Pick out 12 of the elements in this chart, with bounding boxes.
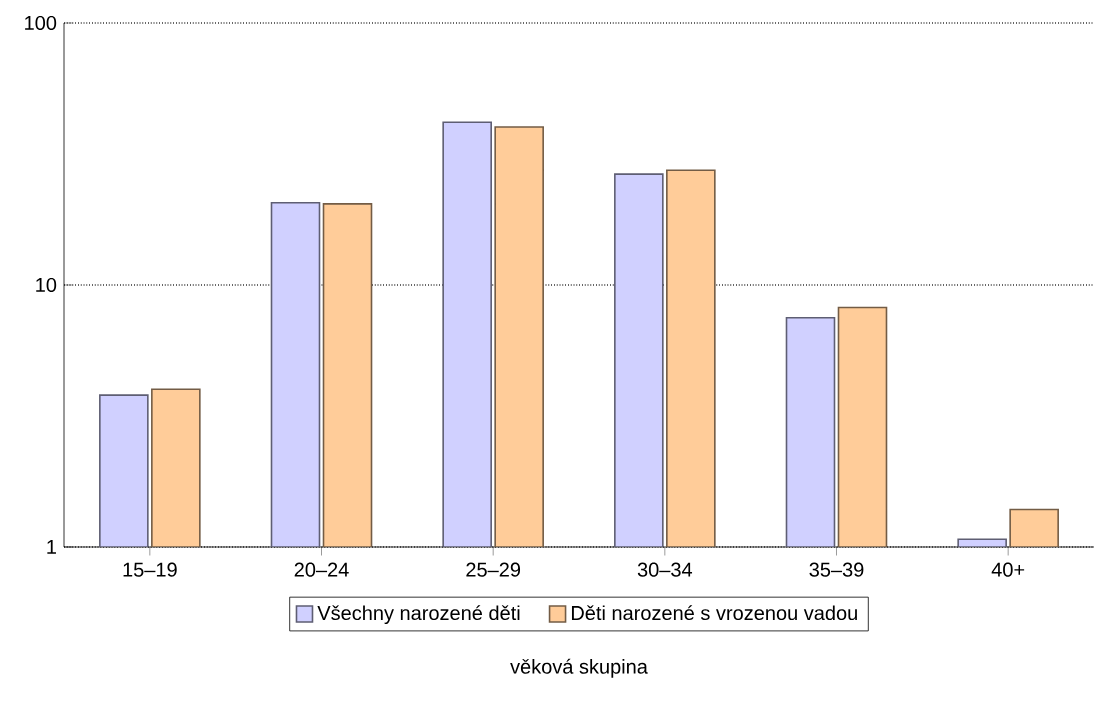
x-tick-label: 40+ — [991, 562, 1025, 577]
y-tick-label: 10 — [36, 277, 57, 293]
legend-label: Děti narozené s vrozenou vadou — [571, 605, 857, 621]
y-tick-label: 1 — [47, 540, 56, 554]
x-axis-title: věková skupina — [510, 658, 648, 678]
x-tick-label: 30–34 — [637, 562, 693, 577]
legend-label: Všechny narozené děti — [317, 605, 520, 625]
x-tick-label: 35–39 — [809, 562, 864, 577]
y-tick-label: 100 — [25, 15, 57, 31]
x-tick-label: 20–24 — [294, 562, 349, 577]
x-tick-label: 25–29 — [466, 562, 521, 577]
x-tick-label: 15–19 — [123, 562, 177, 577]
